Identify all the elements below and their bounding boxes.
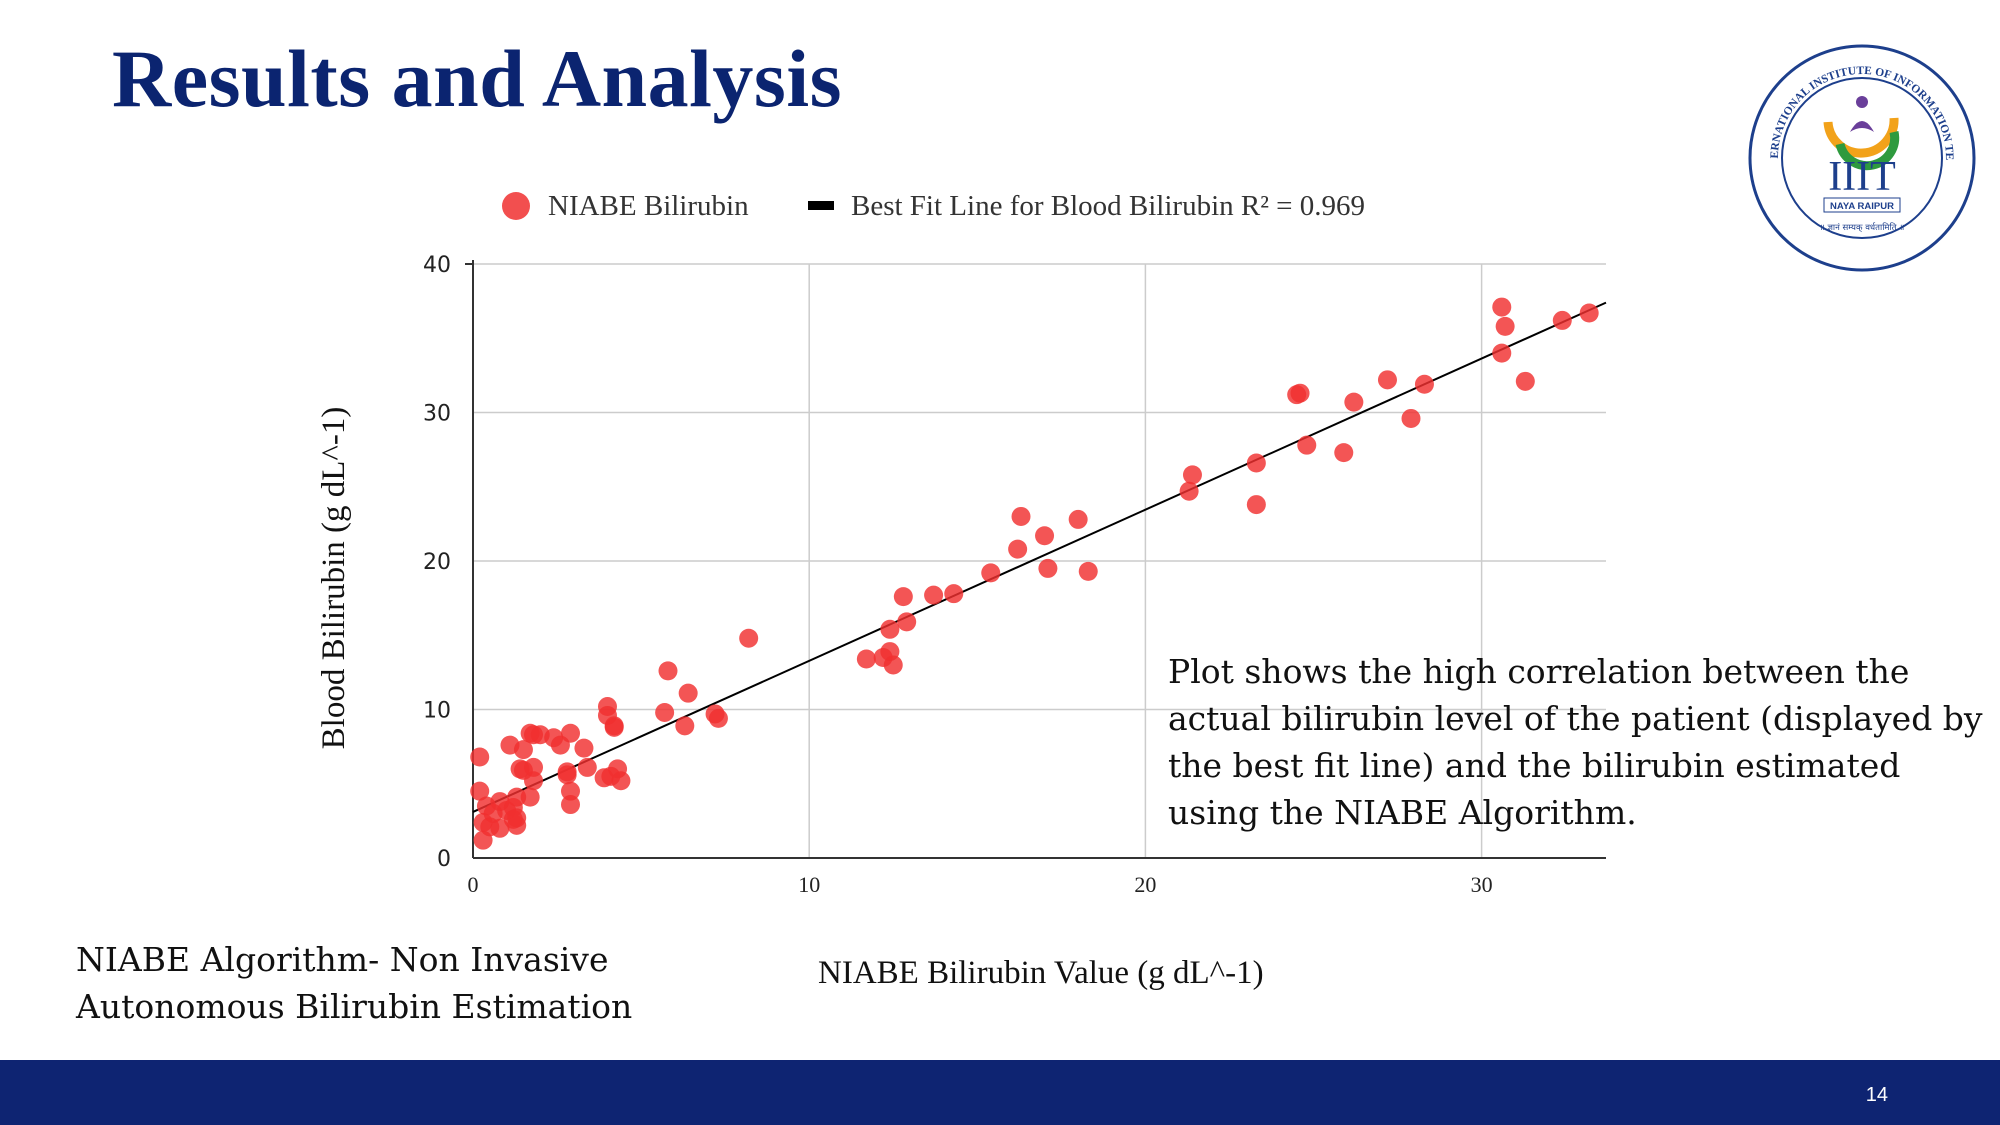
data-point xyxy=(897,612,917,632)
data-point xyxy=(560,795,580,815)
data-point xyxy=(490,818,510,838)
data-point xyxy=(708,708,728,728)
y-tick-label: 40 xyxy=(423,253,451,278)
data-point xyxy=(524,771,544,791)
y-axis-label: Blood Bilirubin (g dL^-1) xyxy=(316,407,352,750)
data-point xyxy=(524,757,544,777)
data-point xyxy=(1179,481,1199,501)
footer-bar: 14 xyxy=(0,1060,2000,1125)
x-axis-ticks: 0 10 20 30 xyxy=(468,872,1493,897)
data-point xyxy=(1495,316,1515,336)
data-point xyxy=(1290,383,1310,403)
data-point xyxy=(1078,561,1098,581)
y-axis-ticks: 0 10 20 30 40 xyxy=(423,253,451,872)
data-point xyxy=(604,717,624,737)
data-point xyxy=(658,661,678,681)
data-point xyxy=(678,683,698,703)
data-point xyxy=(944,584,964,604)
data-point xyxy=(513,740,533,760)
data-point xyxy=(893,587,913,607)
data-point xyxy=(1377,370,1397,390)
data-point xyxy=(739,628,759,648)
legend-point-marker xyxy=(502,192,530,220)
logo-motto: ॥ ज्ञानं सम्यक् वर्धतामिति ॥ xyxy=(1820,222,1905,233)
legend-label-points: NIABE Bilirubin xyxy=(548,190,749,222)
data-point xyxy=(577,757,597,777)
y-tick-label: 30 xyxy=(423,402,451,427)
scatter-points xyxy=(470,297,1599,850)
data-point xyxy=(1334,443,1354,463)
data-point xyxy=(675,716,695,736)
data-point xyxy=(1401,408,1421,428)
data-point xyxy=(470,747,490,767)
x-tick-label: 30 xyxy=(1471,872,1493,897)
x-tick-label: 0 xyxy=(468,872,479,897)
data-point xyxy=(655,702,675,722)
logo-location: NAYA RAIPUR xyxy=(1830,201,1894,212)
data-point xyxy=(1515,371,1535,391)
chart-legend: NIABE Bilirubin Best Fit Line for Blood … xyxy=(502,190,1365,222)
data-point xyxy=(1246,495,1266,515)
data-point xyxy=(560,781,580,801)
x-tick-label: 20 xyxy=(1134,872,1156,897)
y-tick-label: 0 xyxy=(437,847,451,872)
data-point xyxy=(883,655,903,675)
y-tick-label: 10 xyxy=(423,699,451,724)
data-point xyxy=(470,781,490,801)
page-number: 14 xyxy=(1865,1084,1888,1106)
legend-line-marker xyxy=(808,201,834,210)
legend-label-fit: Best Fit Line for Blood Bilirubin R² = 0… xyxy=(851,190,1365,222)
data-point xyxy=(1297,435,1317,455)
iiit-naya-raipur-logo: DR. SPM INTERNATIONAL INSTITUTE OF INFOR… xyxy=(1744,40,1976,272)
logo-name: IIIT xyxy=(1828,154,1896,200)
data-point xyxy=(560,723,580,743)
data-point xyxy=(880,619,900,639)
data-point xyxy=(520,787,540,807)
y-tick-label: 20 xyxy=(423,550,451,575)
data-point xyxy=(1552,310,1572,330)
data-point xyxy=(611,771,631,791)
data-point xyxy=(557,765,577,785)
data-point xyxy=(981,563,1001,583)
data-point xyxy=(1492,343,1512,363)
data-point xyxy=(1068,509,1088,529)
slide-title: Results and Analysis xyxy=(112,33,843,124)
data-point xyxy=(1246,453,1266,473)
data-point xyxy=(1011,506,1031,526)
algorithm-footnote: NIABE Algorithm- Non Invasive Autonomous… xyxy=(76,940,633,1026)
x-axis-label: NIABE Bilirubin Value (g dL^-1) xyxy=(818,955,1264,991)
data-point xyxy=(1579,303,1599,323)
data-point xyxy=(1038,558,1058,578)
x-tick-label: 10 xyxy=(798,872,820,897)
data-point xyxy=(1492,297,1512,317)
data-point xyxy=(507,787,527,807)
data-point xyxy=(924,585,944,605)
data-point xyxy=(1182,465,1202,485)
logo-emblem xyxy=(1823,96,1900,171)
data-point xyxy=(1344,392,1364,412)
data-point xyxy=(1035,526,1055,546)
data-point xyxy=(856,649,876,669)
data-point xyxy=(1008,539,1028,559)
chart-annotation: Plot shows the high correlation between … xyxy=(1168,652,1983,832)
data-point xyxy=(507,808,527,828)
data-point xyxy=(1414,374,1434,394)
data-point xyxy=(574,738,594,758)
